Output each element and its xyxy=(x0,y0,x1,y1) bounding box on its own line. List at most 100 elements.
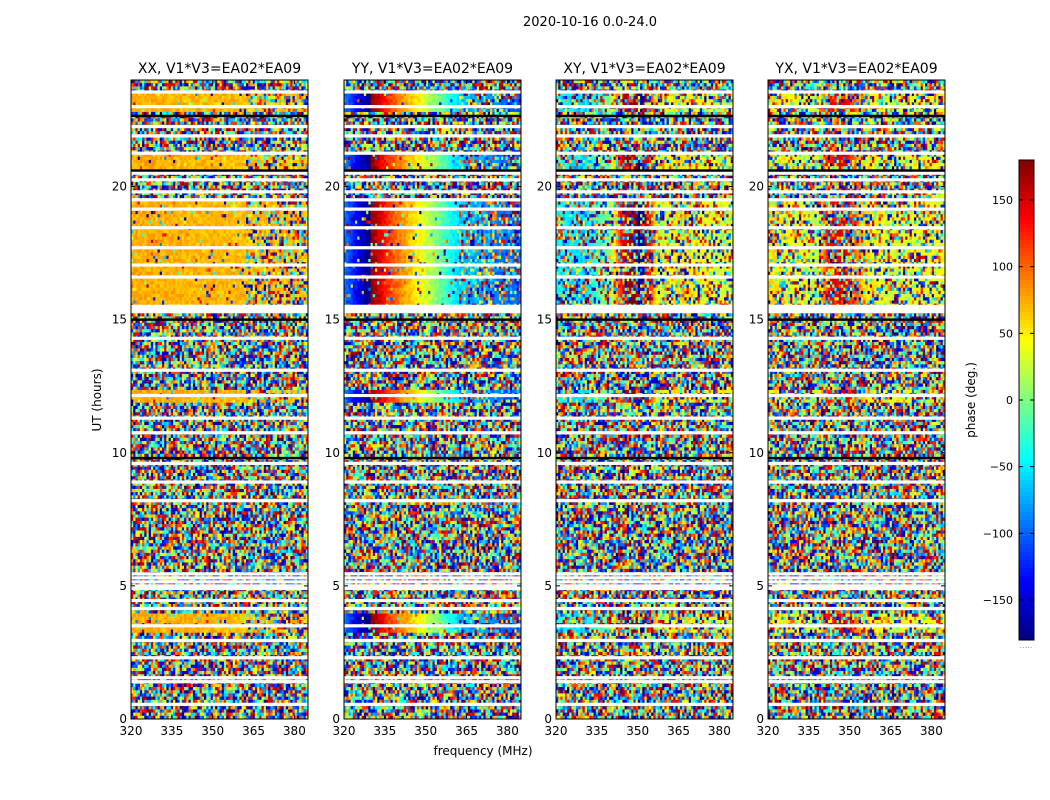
panel-title: YX, V1*V3=EA02*EA09 xyxy=(774,61,937,77)
dark-row xyxy=(556,318,733,320)
colorbar-segment xyxy=(1019,364,1034,369)
flagged-row xyxy=(768,90,945,93)
flagged-row xyxy=(768,576,945,579)
colorbar-segment xyxy=(1019,344,1034,349)
flagged-row xyxy=(131,680,308,683)
x-tick-label: 350 xyxy=(838,724,861,738)
flagged-row xyxy=(768,263,945,266)
dark-row xyxy=(344,169,521,171)
flagged-row xyxy=(556,263,733,266)
dark-row xyxy=(768,115,945,117)
flagged-row xyxy=(131,576,308,579)
flagged-row xyxy=(344,462,521,465)
flagged-row xyxy=(344,480,521,483)
colorbar-segment xyxy=(1019,512,1034,517)
flagged-row xyxy=(344,584,521,587)
colorbar-segment xyxy=(1019,300,1034,305)
flagged-row xyxy=(768,246,945,249)
colorbar-segment xyxy=(1019,400,1034,405)
colorbar-segment xyxy=(1019,404,1034,409)
flagged-row xyxy=(556,703,733,706)
flagged-row xyxy=(131,607,308,610)
colorbar-segment xyxy=(1019,552,1034,557)
dark-row xyxy=(131,169,308,171)
colorbar-dots: ..... xyxy=(1020,641,1033,650)
x-tick-label: 350 xyxy=(201,724,224,738)
y-tick-label: 5 xyxy=(756,579,764,593)
flagged-row xyxy=(344,208,521,211)
flagged-row xyxy=(556,584,733,587)
flagged-row xyxy=(768,190,945,193)
flagged-row xyxy=(131,134,308,137)
flagged-row xyxy=(768,480,945,483)
flagged-row xyxy=(131,369,308,372)
colorbar-segment xyxy=(1019,384,1034,389)
flagged-row xyxy=(131,152,308,155)
flagged-row xyxy=(556,178,733,181)
flagged-row xyxy=(131,198,308,201)
x-tick-label: 380 xyxy=(283,724,306,738)
flagged-row xyxy=(131,105,308,108)
y-tick-label: 0 xyxy=(544,712,552,726)
flagged-row xyxy=(768,607,945,610)
flagged-row xyxy=(556,394,733,397)
flagged-row xyxy=(131,599,308,602)
flagged-row xyxy=(556,369,733,372)
colorbar-segment xyxy=(1019,388,1034,393)
colorbar-segment xyxy=(1019,492,1034,497)
panel-title: YY, V1*V3=EA02*EA09 xyxy=(351,61,513,77)
colorbar-segment xyxy=(1019,288,1034,293)
flagged-row xyxy=(768,499,945,502)
y-tick-label: 10 xyxy=(325,446,340,460)
colorbar-segment xyxy=(1019,624,1034,629)
colorbar-segment xyxy=(1019,284,1034,289)
colorbar-segment xyxy=(1019,268,1034,273)
flagged-row xyxy=(768,676,945,679)
y-tick-label: 20 xyxy=(749,180,764,194)
x-tick-label: 365 xyxy=(455,724,478,738)
flagged-row xyxy=(344,263,521,266)
flagged-row xyxy=(131,431,308,434)
colorbar-segment xyxy=(1019,508,1034,513)
x-tick-label: 335 xyxy=(373,724,396,738)
flagged-row xyxy=(768,656,945,659)
flagged-row xyxy=(768,198,945,201)
colorbar-tick-label: −100 xyxy=(983,527,1013,540)
flagged-row xyxy=(131,499,308,502)
flagged-row xyxy=(768,584,945,587)
colorbar-segment xyxy=(1019,628,1034,633)
flagged-row xyxy=(768,431,945,434)
flagged-row xyxy=(344,680,521,683)
colorbar-segment xyxy=(1019,324,1034,329)
flagged-row xyxy=(131,178,308,181)
flagged-row xyxy=(556,305,733,308)
flagged-row xyxy=(556,125,733,128)
dark-row xyxy=(131,318,308,320)
flagged-row xyxy=(344,607,521,610)
y-tick-label: 10 xyxy=(112,446,127,460)
colorbar-segment xyxy=(1019,272,1034,277)
dark-row xyxy=(344,115,521,117)
colorbar-segment xyxy=(1019,208,1034,213)
flagged-row xyxy=(344,639,521,642)
x-tick-label: 380 xyxy=(496,724,519,738)
flagged-row xyxy=(344,152,521,155)
colorbar-segment xyxy=(1019,260,1034,265)
colorbar-segment xyxy=(1019,368,1034,373)
heatmap-cells xyxy=(768,80,945,719)
flagged-row xyxy=(556,337,733,340)
flagged-row xyxy=(131,226,308,229)
colorbar-segment xyxy=(1019,240,1034,245)
colorbar-segment xyxy=(1019,496,1034,501)
flagged-row xyxy=(131,584,308,587)
colorbar-segment xyxy=(1019,220,1034,225)
heatmap-cells xyxy=(556,80,733,719)
colorbar-segment xyxy=(1019,236,1034,241)
colorbar-segment xyxy=(1019,408,1034,413)
colorbar-segment xyxy=(1019,184,1034,189)
flagged-row xyxy=(131,656,308,659)
flagged-row xyxy=(344,134,521,137)
colorbar-segment xyxy=(1019,204,1034,209)
colorbar-segment xyxy=(1019,308,1034,313)
flagged-row xyxy=(131,208,308,211)
